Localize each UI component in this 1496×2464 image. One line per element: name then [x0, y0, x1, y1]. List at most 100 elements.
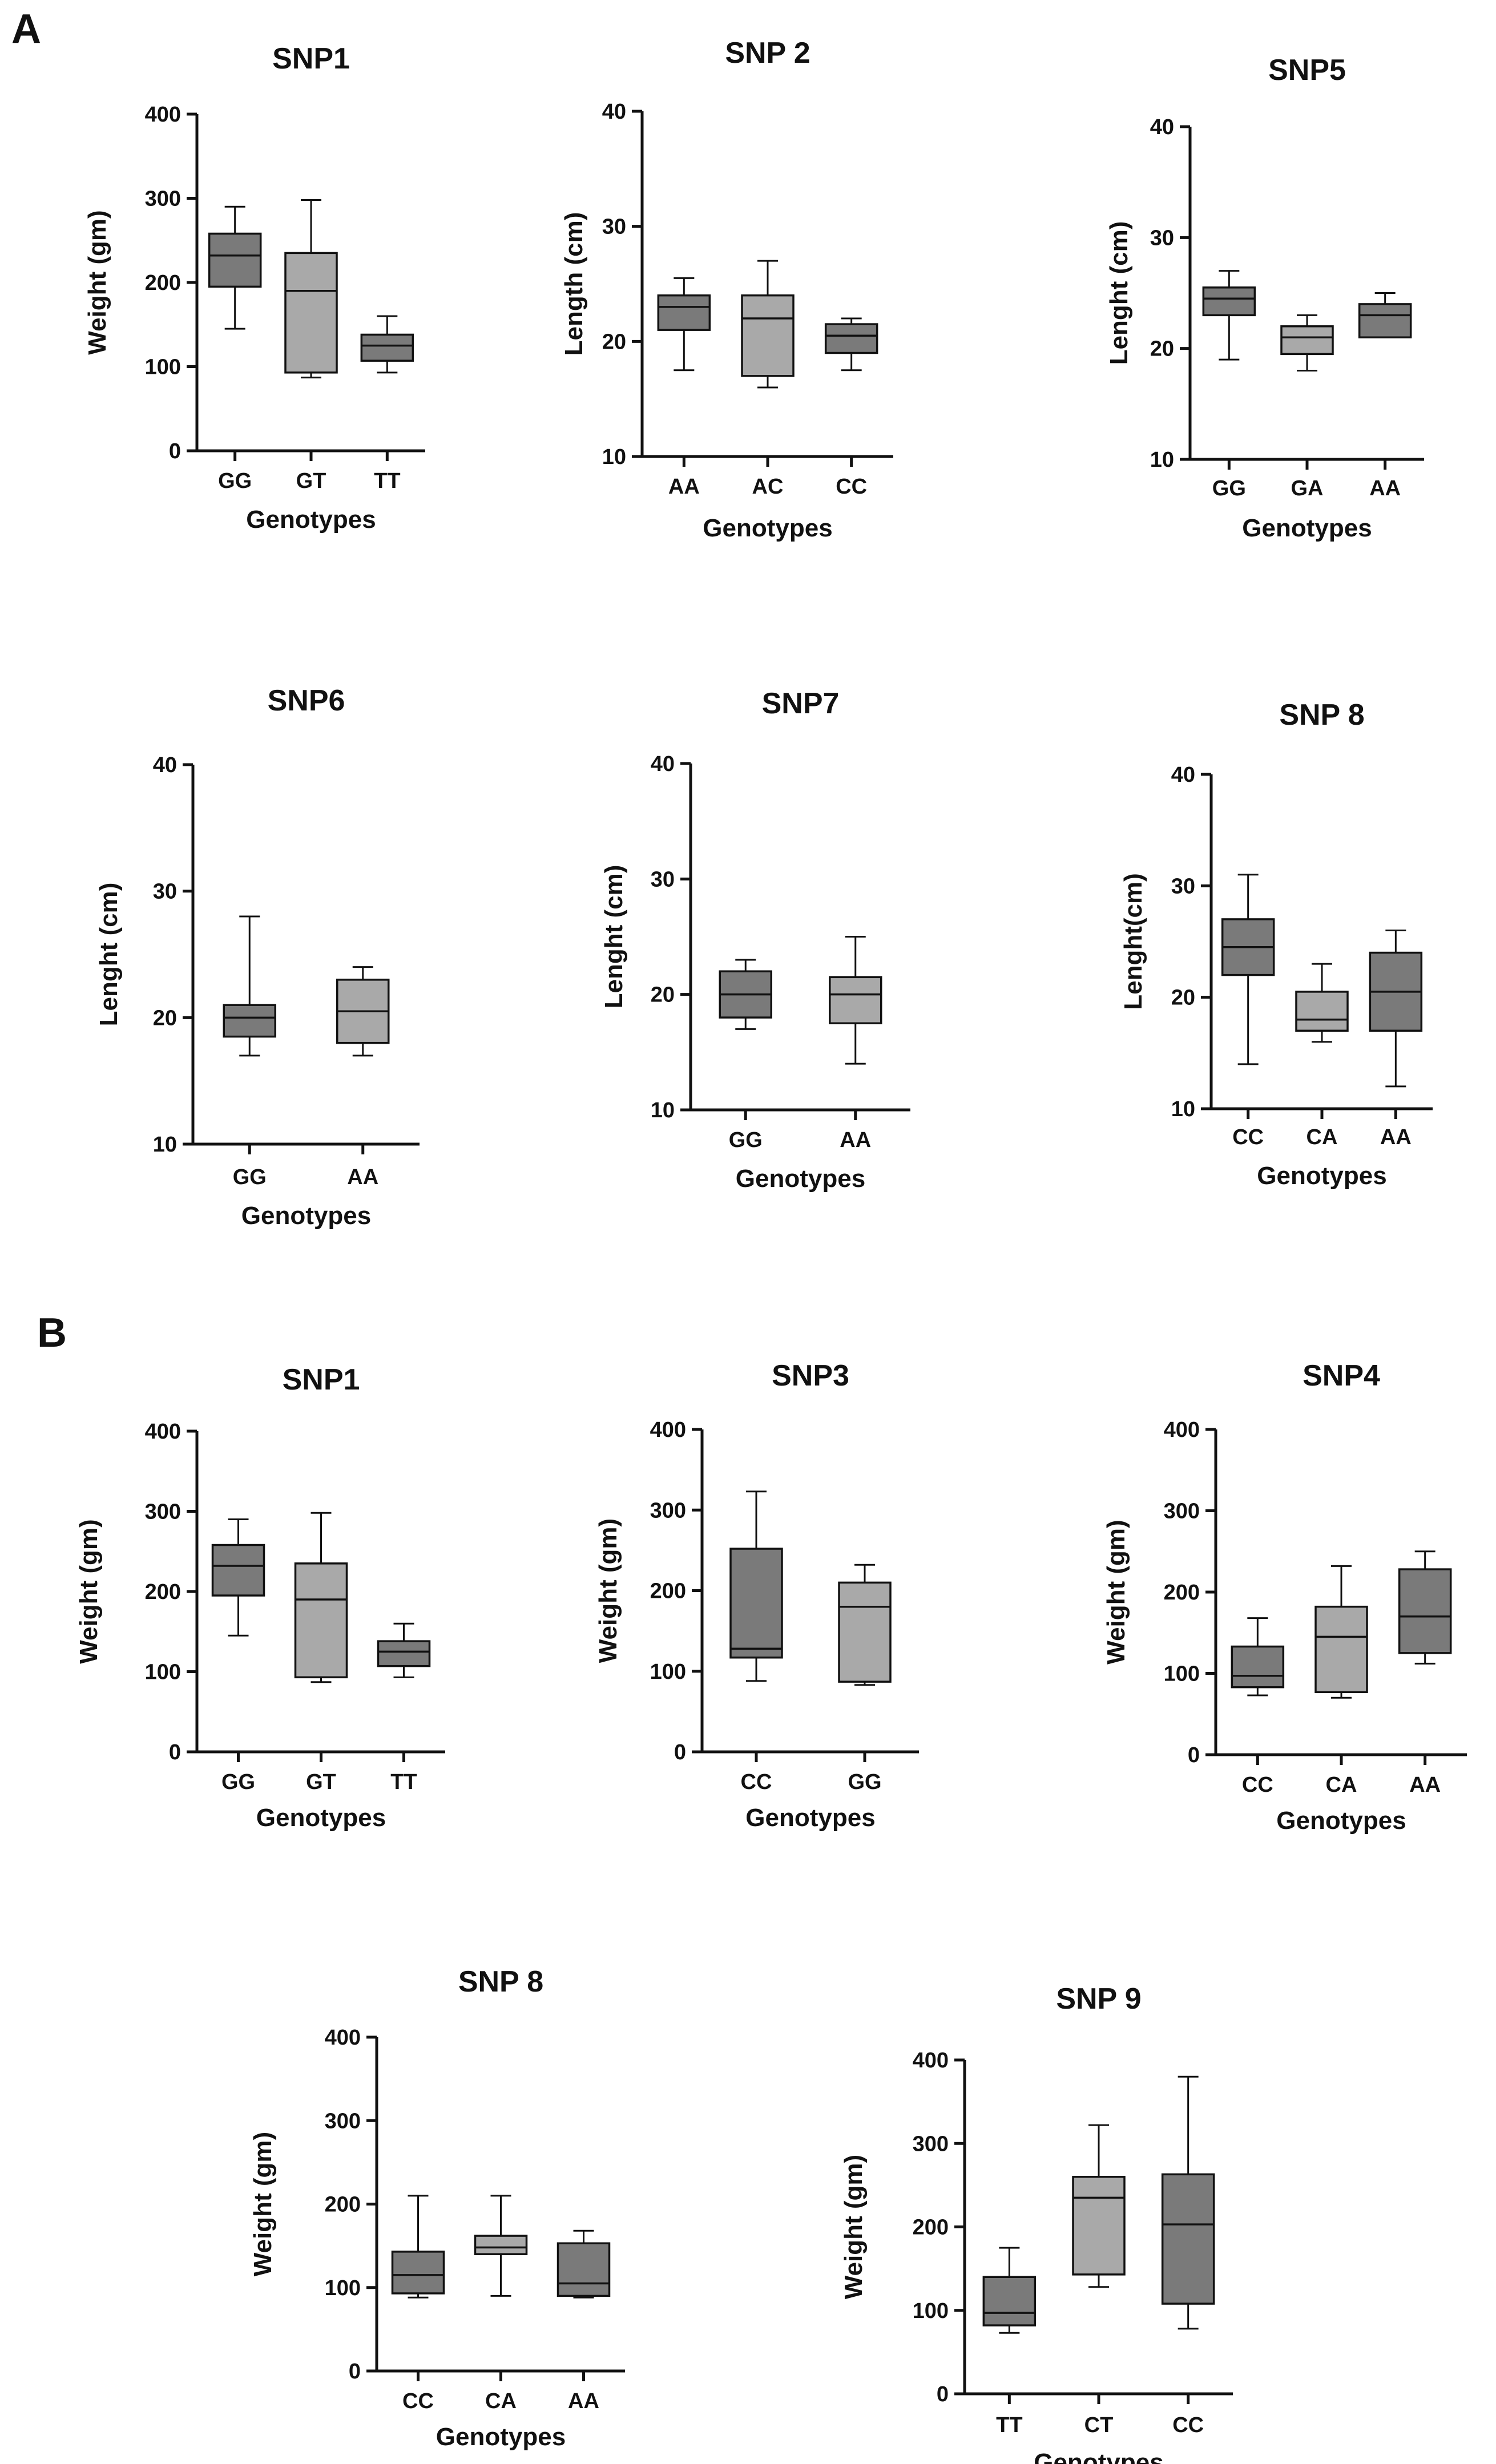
- y-tick-label: 100: [1164, 1662, 1200, 1686]
- x-axis-title: Genotypes: [1257, 1162, 1386, 1190]
- chart-title: SNP 9: [1056, 1982, 1141, 2015]
- y-tick-label: 300: [145, 187, 181, 211]
- y-tick-label: 0: [937, 2382, 949, 2406]
- x-tick-label: CT: [1084, 2413, 1114, 2437]
- y-axis-title: Weight (gm): [249, 2132, 277, 2276]
- y-tick-label: 0: [674, 1740, 686, 1764]
- iqr-box: [838, 1581, 892, 1683]
- box-chart: SNP3 0 100 200 300 400 CC GG Genotypes Weight (gm…: [594, 1359, 919, 1832]
- box-gg: [719, 959, 772, 1030]
- x-axis-title: Genotypes: [241, 1202, 371, 1230]
- box-ca: [1295, 963, 1349, 1043]
- x-tick-label: TT: [996, 2413, 1022, 2437]
- iqr-box: [829, 976, 882, 1024]
- chart-title: SNP1: [272, 42, 350, 75]
- box-gg: [223, 915, 276, 1057]
- x-tick-label: AA: [1369, 476, 1401, 500]
- iqr-box: [982, 2276, 1037, 2326]
- x-axis-title: Genotypes: [256, 1804, 386, 1832]
- iqr-box: [657, 294, 711, 331]
- box-cc: [729, 1490, 783, 1682]
- chart-title: SNP7: [762, 687, 840, 720]
- y-tick-label: 100: [145, 1661, 181, 1685]
- box-chart: SNP5 10 20 30 40 GG GA AA Genotypes Lenght (cm): [1105, 54, 1424, 542]
- chart-title: SNP4: [1303, 1359, 1380, 1392]
- y-tick-label: 100: [913, 2299, 949, 2323]
- box-aa: [1398, 1550, 1452, 1665]
- y-tick-label: 400: [1164, 1418, 1200, 1442]
- x-tick-label: GG: [221, 1770, 255, 1794]
- x-tick-label: CC: [836, 475, 867, 499]
- box-gt: [294, 1512, 348, 1683]
- iqr-box: [1231, 1645, 1285, 1689]
- x-axis-title: Genotypes: [1242, 514, 1372, 542]
- box-aa: [336, 966, 390, 1057]
- y-tick-label: 40: [1171, 763, 1195, 787]
- y-tick-label: 10: [602, 445, 626, 469]
- box-cc: [1231, 1617, 1285, 1696]
- y-axis-title: Weight (gm): [83, 210, 111, 354]
- box-chart: SNP6 10 20 30 40 GG AA Genotypes Lenght (cm): [95, 684, 420, 1230]
- y-tick-label: 30: [602, 215, 626, 239]
- x-tick-label: AA: [568, 2389, 599, 2413]
- x-tick-label: CC: [1232, 1125, 1264, 1149]
- iqr-box: [391, 2251, 445, 2295]
- y-tick-label: 20: [1171, 986, 1195, 1010]
- box-cc: [824, 317, 878, 371]
- iqr-box: [211, 1544, 265, 1597]
- y-tick-label: 10: [1171, 1097, 1195, 1121]
- box-ca: [1314, 1565, 1368, 1699]
- iqr-box: [1161, 2173, 1215, 2305]
- x-tick-label: GG: [218, 469, 252, 493]
- x-tick-label: GT: [306, 1770, 336, 1794]
- box-ct: [1072, 2124, 1126, 2288]
- y-tick-label: 400: [913, 2049, 949, 2073]
- x-tick-label: GT: [296, 469, 326, 493]
- y-tick-label: 20: [602, 330, 626, 354]
- y-axis-title: Weight (gm): [594, 1518, 622, 1663]
- iqr-box: [284, 252, 338, 374]
- box-cc: [1221, 874, 1275, 1065]
- y-tick-label: 30: [153, 880, 177, 904]
- iqr-box: [208, 232, 262, 288]
- y-tick-label: 400: [145, 1420, 181, 1444]
- box-chart: SNP 9 0 100 200 300 400 TT CT CC Genotypes Weight …: [840, 1982, 1233, 2464]
- y-tick-label: 0: [169, 439, 181, 463]
- y-tick-label: 100: [650, 1660, 686, 1684]
- iqr-box: [360, 333, 414, 362]
- iqr-box: [474, 2235, 528, 2255]
- iqr-box: [729, 1548, 783, 1659]
- x-tick-label: AA: [1380, 1125, 1412, 1149]
- iqr-box: [1358, 303, 1412, 338]
- box-aa: [1358, 292, 1412, 338]
- iqr-box: [1398, 1568, 1452, 1654]
- y-tick-label: 400: [325, 2026, 361, 2050]
- x-axis-title: Genotypes: [703, 514, 832, 542]
- x-tick-label: CA: [1326, 1773, 1357, 1797]
- y-tick-label: 40: [1150, 115, 1174, 139]
- y-tick-label: 200: [145, 271, 181, 295]
- y-tick-label: 0: [169, 1740, 181, 1764]
- x-tick-label: GG: [1212, 476, 1246, 500]
- y-tick-label: 200: [325, 2193, 361, 2217]
- x-axis-title: Genotypes: [1276, 1807, 1406, 1835]
- iqr-box: [1072, 2176, 1126, 2276]
- panel-label-b: B: [37, 1310, 67, 1356]
- iqr-box: [1314, 1605, 1368, 1694]
- x-axis-title: Genotypes: [736, 1165, 865, 1193]
- y-tick-label: 10: [153, 1133, 177, 1157]
- y-tick-label: 400: [650, 1418, 686, 1442]
- y-tick-label: 30: [651, 867, 675, 891]
- y-tick-label: 0: [1188, 1743, 1200, 1767]
- x-axis-title: Genotypes: [246, 506, 376, 534]
- box-ca: [474, 2195, 528, 2297]
- x-tick-label: AA: [1409, 1773, 1441, 1797]
- box-tt: [360, 315, 414, 374]
- iqr-box: [741, 294, 795, 377]
- y-tick-label: 10: [651, 1098, 675, 1122]
- y-tick-label: 200: [650, 1580, 686, 1603]
- y-axis-title: Lenght (cm): [1105, 221, 1133, 365]
